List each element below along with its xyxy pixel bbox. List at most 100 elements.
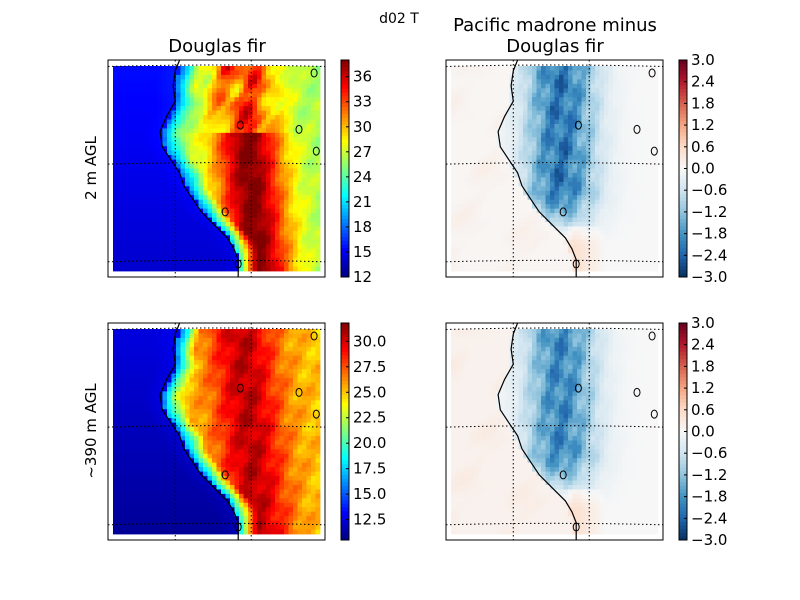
- map-cell: [613, 110, 618, 116]
- map-cell: [315, 369, 321, 374]
- map-cell: [225, 333, 231, 339]
- colorbar-segment: [679, 175, 687, 180]
- map-cell: [572, 168, 578, 174]
- map-cell: [473, 79, 479, 85]
- map-cell: [140, 333, 145, 339]
- map-cell: [239, 346, 244, 352]
- map-cell: [257, 253, 262, 259]
- map-cell: [622, 195, 627, 201]
- map-cell: [230, 115, 235, 120]
- map-cell: [581, 101, 587, 107]
- map-cell: [140, 106, 145, 111]
- map-cell: [131, 159, 136, 165]
- map-cell: [185, 181, 190, 187]
- map-cell: [514, 123, 519, 129]
- map-cell: [581, 88, 587, 94]
- map-cell: [261, 115, 267, 120]
- map-cell: [509, 141, 515, 147]
- map-cell: [622, 70, 627, 76]
- map-cell: [532, 110, 537, 116]
- map-cell: [532, 159, 537, 165]
- map-cell: [608, 97, 614, 103]
- map-cell: [581, 208, 587, 214]
- map-cell: [248, 221, 253, 227]
- map-cell: [185, 74, 190, 80]
- map-cell: [617, 217, 623, 223]
- map-cell: [455, 262, 461, 267]
- map-cell: [653, 164, 659, 169]
- map-cell: [568, 88, 573, 94]
- map-cell: [478, 106, 483, 111]
- map-cell: [225, 195, 231, 201]
- colorbar-segment: [341, 81, 349, 86]
- map-cell: [640, 146, 645, 152]
- map-cell: [261, 168, 267, 174]
- map-cell: [311, 168, 316, 174]
- map-cell: [248, 159, 253, 165]
- map-cell: [644, 88, 650, 94]
- map-cell: [284, 195, 289, 201]
- map-cell: [541, 226, 546, 232]
- map-cell: [563, 181, 569, 187]
- map-cell: [207, 190, 213, 196]
- map-cell: [270, 97, 276, 103]
- map-cell: [460, 101, 465, 107]
- map-cell: [257, 213, 262, 218]
- map-cell: [590, 132, 596, 138]
- map-cell: [261, 208, 267, 214]
- map-cell: [216, 88, 222, 94]
- map-cell: [505, 235, 510, 241]
- map-cell: [514, 74, 519, 80]
- map-cell: [162, 262, 168, 267]
- map-cell: [487, 230, 492, 236]
- map-cell: [487, 119, 492, 125]
- map-cell: [599, 74, 605, 80]
- map-cell: [248, 83, 253, 89]
- map-cell: [644, 115, 650, 120]
- map-cell: [631, 262, 636, 267]
- map-cell: [550, 132, 555, 138]
- map-cell: [158, 244, 163, 250]
- map-cell: [122, 70, 127, 76]
- map-cell: [221, 364, 226, 370]
- map-cell: [604, 159, 609, 165]
- map-cell: [315, 208, 321, 214]
- map-cell: [527, 257, 533, 263]
- colorbar-segment: [341, 110, 349, 115]
- map-cell: [216, 369, 222, 374]
- map-cell: [171, 159, 177, 165]
- map-cell: [266, 92, 271, 98]
- map-cell: [234, 155, 240, 160]
- map-cell: [469, 168, 474, 174]
- map-cell: [631, 186, 636, 192]
- map-cell: [131, 342, 136, 348]
- map-cell: [270, 204, 276, 210]
- map-cell: [487, 181, 492, 187]
- map-cell: [568, 181, 573, 187]
- map-cell: [635, 132, 641, 138]
- map-cell: [270, 253, 276, 259]
- map-cell: [297, 123, 303, 129]
- map-cell: [239, 337, 244, 343]
- colorbar-segment: [341, 161, 349, 166]
- map-cell: [622, 257, 627, 263]
- map-cell: [527, 244, 533, 250]
- map-cell: [257, 119, 262, 125]
- colorbar-tick-label: −1.2: [691, 203, 727, 221]
- map-cell: [306, 204, 312, 210]
- map-cell: [523, 253, 528, 259]
- colorbar-segment: [679, 237, 687, 242]
- map-cell: [653, 88, 659, 94]
- map-cell: [149, 235, 154, 241]
- map-cell: [478, 181, 483, 187]
- map-cell: [545, 208, 551, 214]
- map-cell: [306, 355, 312, 361]
- map-cell: [586, 195, 591, 201]
- map-cell: [509, 262, 515, 267]
- map-cell: [608, 186, 614, 192]
- map-cell: [464, 128, 470, 134]
- map-cell: [635, 123, 641, 129]
- map-cell: [234, 74, 240, 80]
- map-cell: [523, 217, 528, 223]
- map-cell: [554, 146, 560, 152]
